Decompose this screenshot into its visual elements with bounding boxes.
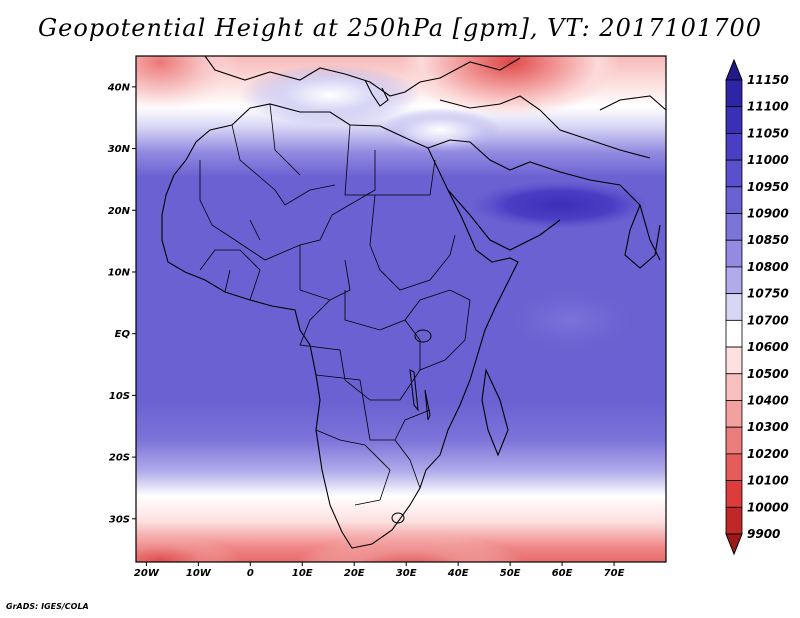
lon-tick-label: 0 [247, 568, 254, 579]
colorbar-segment [725, 266, 743, 295]
colorbar-label: 10500 [747, 367, 789, 381]
colorbar-label: 10750 [747, 287, 789, 301]
lon-tick-label: 30E [396, 568, 417, 579]
colorbar: 11150 11100 11050 11000 10950 10900 10850 10800… [725, 58, 789, 556]
colorbar-label: 10800 [747, 260, 789, 274]
colorbar-arrow-bottom [725, 533, 743, 556]
colorbar-segment [725, 239, 743, 268]
colorbar-label: 11150 [747, 73, 789, 87]
colorbar-segment [725, 106, 743, 134]
coastlines [161, 56, 666, 549]
colorbar-label: 10100 [747, 474, 789, 488]
lat-tick-label: 30S [109, 514, 130, 525]
colorbar-segment [725, 480, 743, 508]
lat-tick-label: 10N [108, 267, 131, 278]
lon-tick-label: 40E [447, 568, 469, 579]
colorbar-label: 10900 [747, 207, 789, 221]
colorbar-arrow-top [725, 58, 743, 81]
credit-text: GrADS: IGES/COLA [6, 602, 89, 611]
colorbar-segment [725, 373, 743, 401]
colorbar-label: 11000 [747, 153, 789, 167]
geopotential-field [136, 56, 666, 562]
latitude-axis: 40N 30N 20N 10N EQ 10S 20S 30S [107, 82, 136, 525]
country-borders [199, 103, 471, 506]
colorbar-segment [725, 400, 743, 428]
colorbar-segment [725, 159, 743, 188]
lon-tick-label: 50E [500, 568, 521, 579]
colorbar-segment [725, 426, 743, 455]
lon-tick-label: 10W [186, 568, 212, 579]
colorbar-segment [725, 79, 743, 108]
plot-frame [135, 55, 667, 563]
colorbar-label: 10400 [747, 393, 789, 407]
lat-tick-label: 20N [108, 206, 131, 217]
colorbar-label: 10300 [747, 420, 789, 434]
colorbar-label: 10600 [747, 340, 789, 354]
colorbar-label: 10950 [747, 180, 789, 194]
colorbar-label: 11050 [747, 126, 789, 140]
colorbar-segment [725, 213, 743, 241]
lon-tick-label: 10E [292, 568, 313, 579]
colorbar-label: 10850 [747, 233, 789, 247]
lon-tick-label: 70E [604, 568, 625, 579]
colorbar-label: 10000 [747, 500, 789, 514]
colorbar-label: 10700 [747, 313, 789, 327]
lat-tick-label: EQ [115, 329, 131, 340]
lon-tick-label: 20W [134, 568, 160, 579]
lon-tick-label: 20E [344, 568, 365, 579]
longitude-axis: 20W 10W 0 10E 20E 30E 40E 50E 60E 70E [134, 562, 625, 579]
colorbar-segment [725, 186, 743, 214]
lakes [391, 329, 432, 524]
colorbar-segment [725, 319, 743, 348]
colorbar-label: 9900 [747, 527, 780, 541]
lat-tick-label: 20S [109, 453, 130, 464]
colorbar-segment [725, 133, 743, 161]
colorbar-label: 11100 [747, 100, 789, 114]
lat-tick-label: 30N [108, 144, 131, 155]
lat-tick-label: 10S [109, 391, 130, 402]
lat-tick-label: 40N [107, 82, 131, 93]
colorbar-segment [725, 453, 743, 481]
colorbar-segment [725, 506, 743, 535]
chart-title: Geopotential Height at 250hPa [gpm], VT:… [38, 14, 762, 42]
colorbar-segment [725, 346, 743, 375]
lon-tick-label: 60E [552, 568, 573, 579]
colorbar-label: 10200 [747, 447, 789, 461]
colorbar-segment [725, 293, 743, 321]
